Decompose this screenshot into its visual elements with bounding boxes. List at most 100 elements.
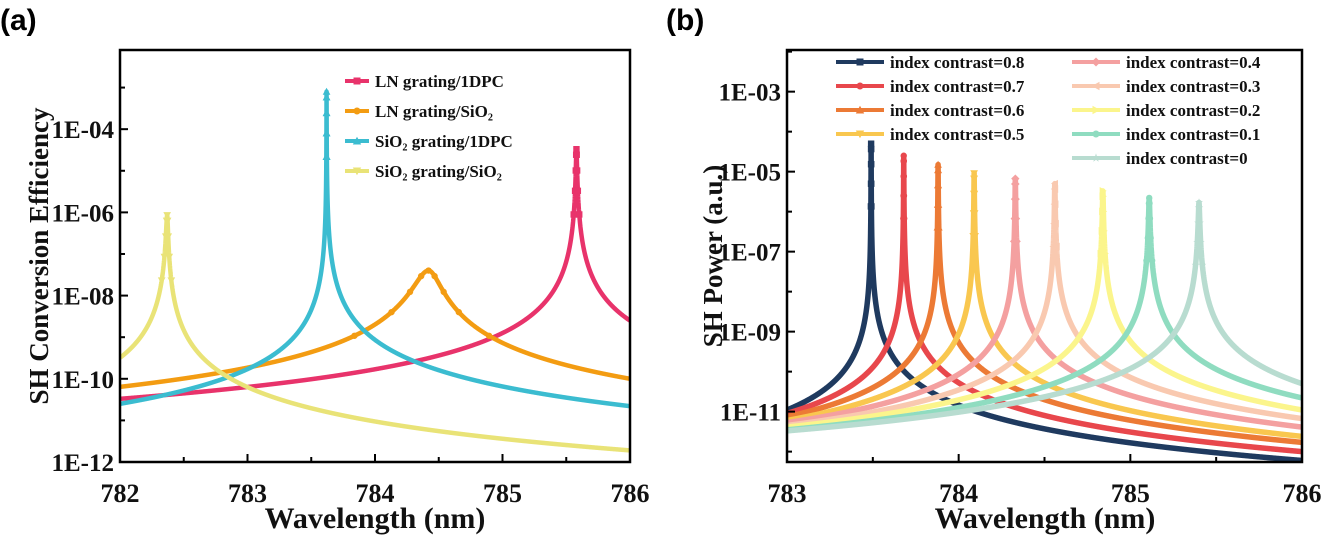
data-point-marker bbox=[1148, 257, 1156, 264]
panel-b: (b) SH Power (a.u.) Wavelength (nm) 783 7… bbox=[666, 4, 1322, 535]
legend-label: index contrast=0.6 bbox=[890, 101, 1024, 120]
data-point-marker bbox=[934, 160, 942, 168]
plot-area bbox=[787, 140, 1302, 462]
x-tick-label: 786 bbox=[1283, 479, 1322, 508]
data-point-marker bbox=[934, 181, 943, 189]
data-point-marker bbox=[1147, 234, 1154, 242]
y-tick-label: 1E-05 bbox=[719, 160, 782, 187]
series-markers-3 bbox=[969, 170, 979, 241]
legend-item: index contrast=0 bbox=[1072, 149, 1248, 168]
x-tick-label: 783 bbox=[768, 479, 807, 508]
data-point-marker bbox=[164, 233, 173, 241]
legend-item: LN grating/SiO₂ bbox=[345, 102, 493, 121]
series-line-6 bbox=[787, 188, 1302, 430]
data-point-marker bbox=[573, 146, 580, 153]
data-point-marker bbox=[1099, 192, 1107, 201]
data-point-marker bbox=[1195, 218, 1204, 227]
legend-marker bbox=[353, 77, 361, 85]
y-tick-label: 1E-06 bbox=[52, 200, 115, 227]
panel-label-b: (b) bbox=[666, 4, 704, 37]
legend-marker bbox=[352, 136, 362, 145]
series-line-3 bbox=[787, 170, 1302, 440]
data-point-marker bbox=[868, 180, 875, 187]
legend-label: index contrast=0 bbox=[1126, 149, 1248, 168]
legend-label: index contrast=0.5 bbox=[890, 125, 1024, 144]
legend-label: index contrast=0.8 bbox=[890, 53, 1024, 72]
plot-area bbox=[120, 87, 630, 453]
x-tick-label: 783 bbox=[228, 479, 267, 508]
data-point-marker bbox=[322, 87, 331, 95]
data-point-marker bbox=[1011, 214, 1021, 223]
data-point-marker bbox=[1052, 242, 1060, 251]
x-tick-label: 784 bbox=[939, 479, 978, 508]
data-point-marker bbox=[165, 253, 174, 261]
y-tick-label: 1E-07 bbox=[719, 240, 782, 267]
data-point-marker bbox=[440, 288, 447, 296]
legend-item: index contrast=0.2 bbox=[1072, 101, 1260, 120]
legend-label: index contrast=0.2 bbox=[1126, 101, 1260, 120]
data-point-marker bbox=[1050, 179, 1058, 188]
data-point-marker bbox=[1012, 237, 1021, 246]
legend-label: index contrast=0.4 bbox=[1126, 53, 1261, 72]
series-line-3 bbox=[120, 213, 630, 453]
data-point-marker bbox=[1051, 219, 1059, 228]
x-tick-label: 785 bbox=[483, 479, 522, 508]
legend-marker bbox=[352, 167, 362, 176]
data-point-marker bbox=[934, 223, 943, 231]
series-line-1 bbox=[120, 268, 630, 390]
data-point-marker bbox=[934, 166, 942, 174]
data-point-marker bbox=[1100, 227, 1108, 235]
legend: LN grating/1DPC LN grating/SiO₂ SiO₂ grati… bbox=[345, 72, 513, 181]
panel-label-a: (a) bbox=[0, 4, 37, 37]
data-point-marker bbox=[1097, 249, 1105, 258]
data-point-marker bbox=[971, 232, 979, 241]
legend-marker bbox=[1092, 130, 1100, 138]
y-tick-label: 1E-11 bbox=[720, 400, 781, 427]
panel-a: (a) SH Conversion Efficiency Wavelength … bbox=[0, 4, 650, 535]
legend-label: index contrast=0.3 bbox=[1126, 77, 1260, 96]
series-markers-2 bbox=[933, 160, 943, 231]
data-point-marker bbox=[1146, 215, 1154, 222]
legend-marker bbox=[1091, 81, 1100, 91]
data-point-marker bbox=[1193, 238, 1202, 246]
data-point-marker bbox=[1191, 261, 1200, 269]
data-point-marker bbox=[573, 151, 580, 158]
series-markers-0 bbox=[867, 140, 875, 210]
y-axis-label-a: SH Conversion Efficiency bbox=[24, 107, 54, 404]
data-point-marker bbox=[323, 153, 331, 161]
data-point-marker bbox=[970, 190, 979, 198]
series-line-5 bbox=[787, 180, 1302, 429]
data-point-marker bbox=[1195, 203, 1204, 212]
data-point-marker bbox=[1011, 179, 1020, 189]
y-tick-label: 1E-04 bbox=[52, 117, 115, 144]
legend-marker bbox=[856, 82, 864, 90]
series-line-4 bbox=[787, 175, 1302, 430]
x-tick-label: 782 bbox=[101, 479, 140, 508]
y-tick-label: 1E-08 bbox=[52, 284, 115, 311]
legend-marker bbox=[1091, 57, 1101, 67]
legend-item: index contrast=0.1 bbox=[1072, 125, 1260, 144]
legend-marker bbox=[1091, 153, 1101, 162]
legend-marker bbox=[855, 105, 865, 114]
data-point-marker bbox=[417, 272, 425, 280]
data-point-marker bbox=[970, 175, 979, 183]
data-point-marker bbox=[406, 288, 414, 296]
data-point-marker bbox=[576, 211, 583, 218]
data-point-marker bbox=[163, 217, 172, 225]
data-point-marker bbox=[867, 145, 875, 153]
legend-label: index contrast=0.1 bbox=[1126, 125, 1260, 144]
series-line-2 bbox=[120, 89, 630, 409]
data-point-marker bbox=[900, 157, 907, 165]
data-point-marker bbox=[970, 210, 979, 218]
series-line-0 bbox=[120, 146, 630, 402]
data-point-marker bbox=[1195, 198, 1203, 206]
legend-item: index contrast=0.3 bbox=[1072, 77, 1260, 96]
data-point-marker bbox=[1198, 261, 1207, 269]
data-point-marker bbox=[900, 173, 908, 180]
data-point-marker bbox=[1011, 174, 1020, 183]
data-point-marker bbox=[1051, 185, 1059, 193]
x-tick-label: 785 bbox=[1111, 479, 1150, 508]
legend-label: LN grating/1DPC bbox=[375, 72, 504, 91]
legend-item: index contrast=0.6 bbox=[836, 101, 1024, 120]
